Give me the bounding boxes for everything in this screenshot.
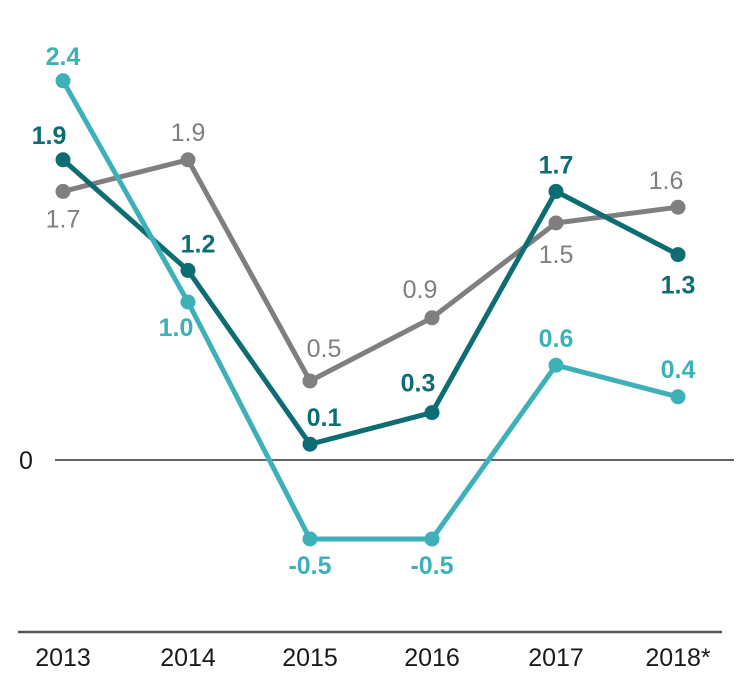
data-point [670,247,686,263]
x-tick-label: 2013 [35,644,91,672]
data-label: 1.7 [46,205,81,233]
data-point [548,183,564,199]
data-point [424,405,440,421]
data-label: 1.5 [539,241,574,269]
x-tick-label: 2018* [645,644,711,672]
data-point [180,152,196,168]
series-group: 1.7 1.9 0.5 0.9 1.5 1.6 1.9 1.2 0.1 0.3 1.7 1.3 2.4 1… [32,43,696,580]
data-label: 1.2 [181,230,216,258]
data-point [670,389,686,405]
data-label: 1.6 [649,167,684,195]
x-tick-label: 2017 [528,644,584,672]
series-3: 2.4 1.0 -0.5 -0.5 0.6 0.4 [46,43,696,580]
data-point [302,436,318,452]
data-label: 0.5 [307,335,342,363]
data-point [424,310,440,326]
data-label: 1.9 [32,122,67,150]
data-point [424,531,440,547]
data-point [55,152,71,168]
series-line [60,157,681,447]
data-label: 0.4 [661,356,696,384]
x-tick-label: 2016 [404,644,460,672]
data-label: 0.9 [403,276,438,304]
data-point [180,294,196,310]
x-tick-labels: 2013 2014 2015 2016 2017 2018* [35,644,711,672]
series-line [60,157,681,384]
data-label: 0.1 [307,404,342,432]
y-tick-label: 0 [19,447,33,475]
series-2: 1.9 1.2 0.1 0.3 1.7 1.3 [32,122,696,452]
zero-line-group: 0 [19,447,734,475]
data-label: 1.9 [171,119,206,147]
data-point [55,183,71,199]
data-label: -0.5 [410,552,453,580]
data-label: 0.3 [401,370,436,398]
data-label: 0.6 [539,325,574,353]
x-tick-label: 2015 [282,644,338,672]
data-point [302,531,318,547]
x-tick-label: 2014 [160,644,216,672]
data-label: 1.0 [159,314,194,342]
data-label: 1.7 [539,151,574,179]
series-1: 1.7 1.9 0.5 0.9 1.5 1.6 [46,119,686,389]
data-point [302,373,318,389]
data-point [548,215,564,231]
data-point [670,199,686,215]
data-point [180,262,196,278]
data-label: 1.3 [661,272,696,300]
data-point [55,73,71,89]
data-point [548,357,564,373]
series-line [60,78,681,542]
data-label: -0.5 [288,552,331,580]
data-label: 2.4 [46,43,81,71]
